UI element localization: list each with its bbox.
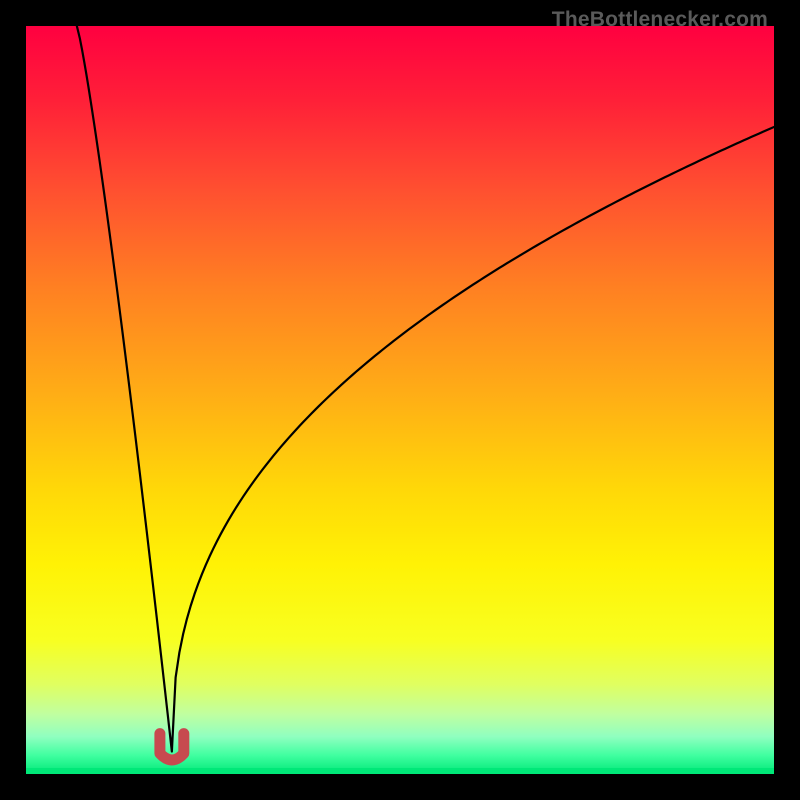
stage: TheBottlenecker.com xyxy=(0,0,800,800)
plot-frame xyxy=(26,26,774,774)
watermark-text: TheBottlenecker.com xyxy=(552,8,768,32)
